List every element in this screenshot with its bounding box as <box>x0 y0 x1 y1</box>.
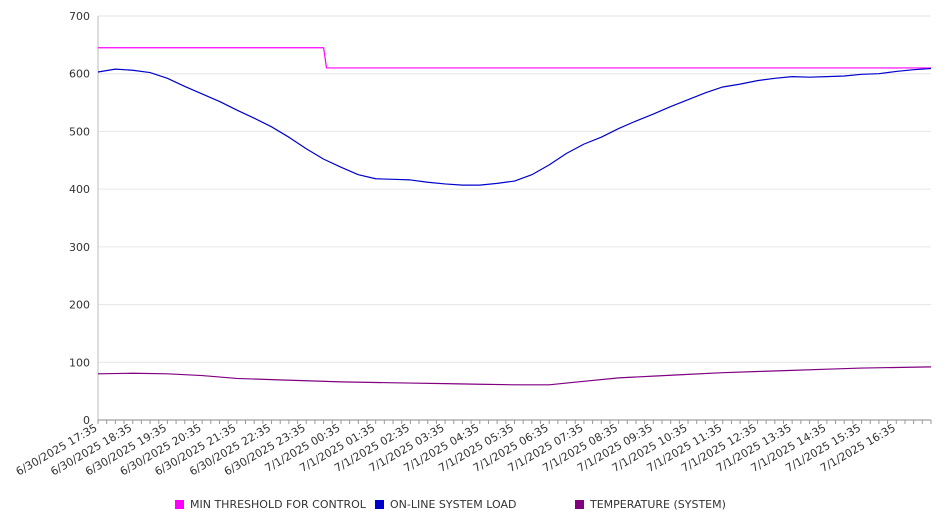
legend-swatch <box>375 500 384 509</box>
legend-item: MIN THRESHOLD FOR CONTROL <box>175 498 366 511</box>
y-tick-label: 300 <box>69 241 90 254</box>
legend-item: ON-LINE SYSTEM LOAD <box>375 498 516 511</box>
y-tick-label: 0 <box>83 414 90 427</box>
legend-swatch <box>575 500 584 509</box>
legend-label: MIN THRESHOLD FOR CONTROL <box>190 498 366 511</box>
series-lines <box>97 47 932 386</box>
y-tick-label: 200 <box>69 299 90 312</box>
series-line-2 <box>97 366 932 386</box>
legend-label: TEMPERATURE (SYSTEM) <box>590 498 726 511</box>
legend-swatch <box>175 500 184 509</box>
y-tick-label: 500 <box>69 125 90 138</box>
y-tick-label: 400 <box>69 183 90 196</box>
y-tick-label: 600 <box>69 68 90 81</box>
y-tick-label: 700 <box>69 10 90 23</box>
series-line-1 <box>97 67 932 186</box>
gridlines <box>98 15 931 363</box>
y-tick-label: 100 <box>69 356 90 369</box>
legend-label: ON-LINE SYSTEM LOAD <box>390 498 517 511</box>
series-line-0 <box>98 47 931 69</box>
legend-item: TEMPERATURE (SYSTEM) <box>575 498 726 511</box>
legend: MIN THRESHOLD FOR CONTROL ON-LINE SYSTEM … <box>0 498 946 514</box>
